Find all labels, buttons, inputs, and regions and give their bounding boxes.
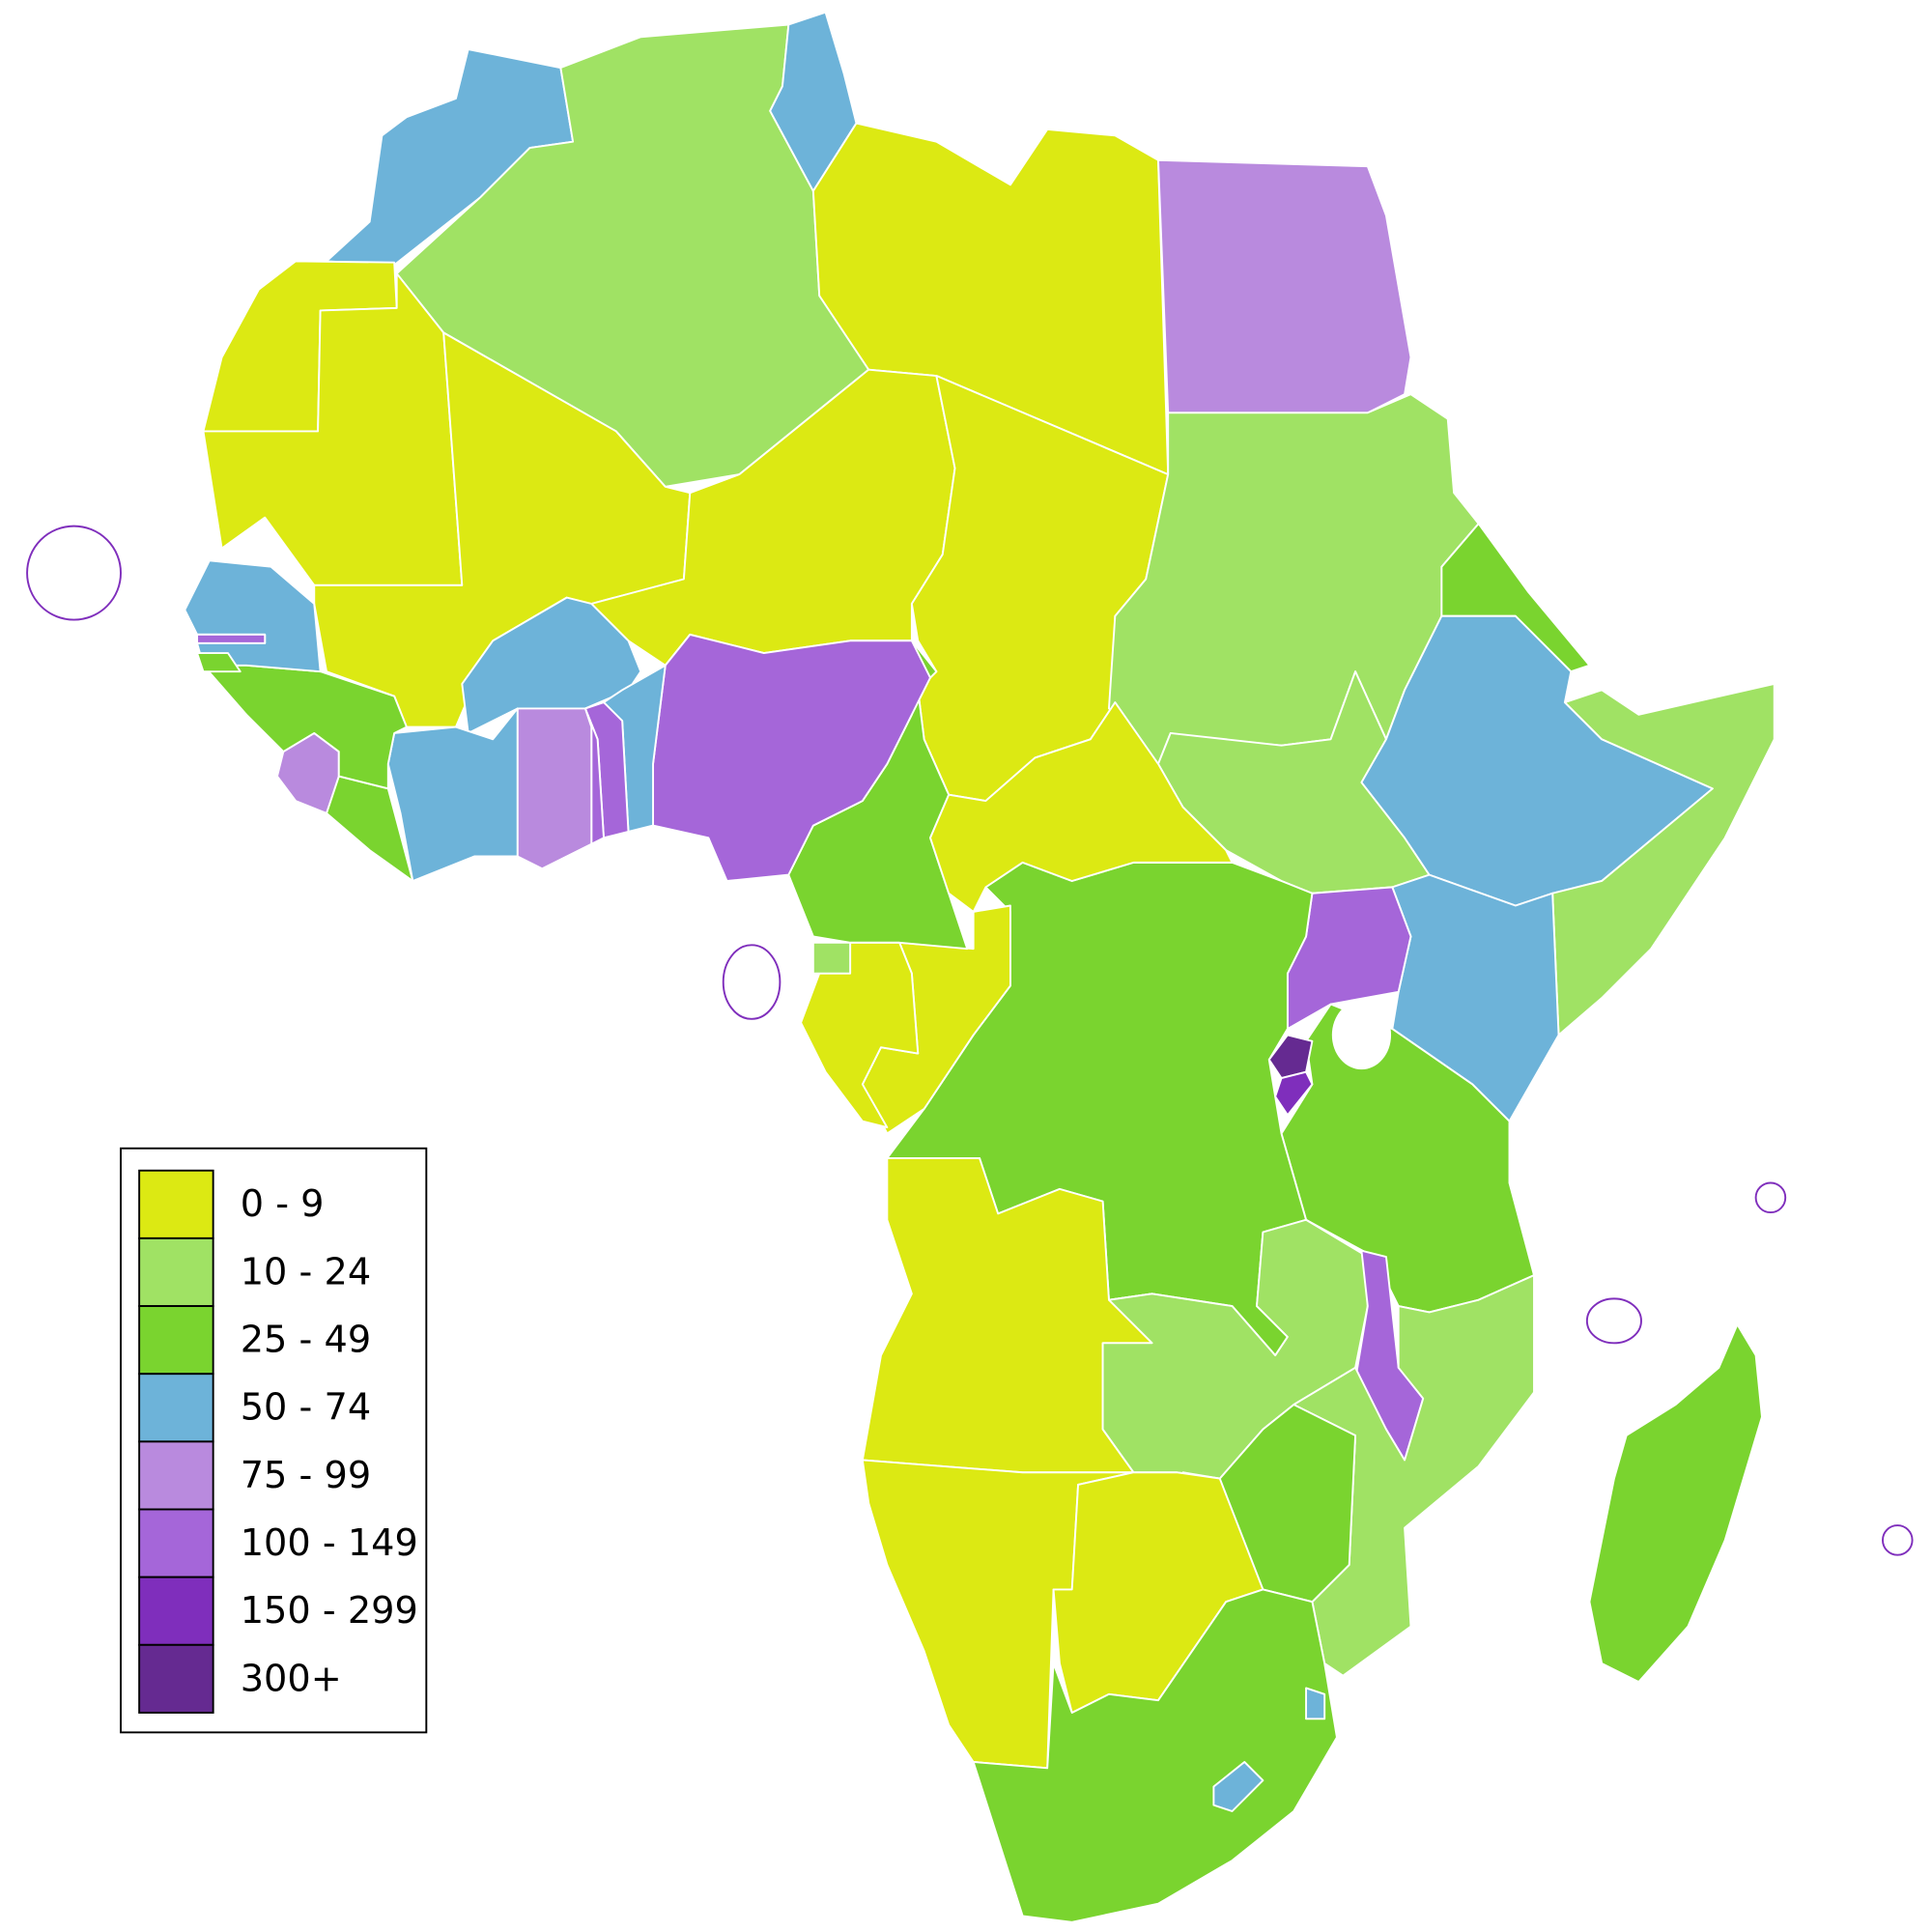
legend-swatch bbox=[138, 1643, 214, 1714]
legend-label: 300+ bbox=[241, 1657, 342, 1700]
country bbox=[1212, 1761, 1264, 1812]
legend-swatch bbox=[138, 1236, 214, 1307]
legend-swatch bbox=[138, 1440, 214, 1511]
island-marker bbox=[26, 525, 122, 621]
legend-label: 0 - 9 bbox=[241, 1182, 325, 1226]
legend-swatch bbox=[138, 1305, 214, 1376]
legend-label: 25 - 49 bbox=[241, 1319, 371, 1362]
country bbox=[929, 701, 1234, 913]
legend-swatch bbox=[138, 1576, 214, 1646]
legend-label: 50 - 74 bbox=[241, 1386, 371, 1430]
country bbox=[811, 122, 1170, 476]
country bbox=[196, 633, 267, 644]
country bbox=[1305, 1687, 1326, 1720]
legend-label: 150 - 299 bbox=[241, 1589, 418, 1633]
legend-label: 10 - 24 bbox=[241, 1250, 371, 1293]
country bbox=[1551, 682, 1776, 1037]
country bbox=[1274, 1070, 1314, 1117]
countries bbox=[184, 11, 1776, 1923]
country bbox=[972, 1588, 1338, 1923]
legend-swatch bbox=[138, 1508, 214, 1578]
legend-label: 75 - 99 bbox=[241, 1454, 371, 1497]
legend-label: 100 - 149 bbox=[241, 1521, 418, 1565]
country bbox=[1588, 1323, 1763, 1684]
legend-swatch bbox=[138, 1169, 214, 1239]
island-marker bbox=[1882, 1524, 1914, 1556]
country bbox=[1157, 158, 1412, 414]
islands bbox=[26, 525, 1914, 1556]
island-marker bbox=[722, 944, 781, 1020]
country bbox=[1101, 1218, 1369, 1480]
country bbox=[386, 707, 519, 882]
country bbox=[202, 664, 408, 790]
legend: 0 - 9 10 - 24 25 - 49 50 - 74 75 - 99 100 - 1… bbox=[120, 1147, 428, 1734]
island-marker bbox=[1754, 1181, 1787, 1214]
country bbox=[196, 652, 242, 673]
country bbox=[811, 941, 852, 975]
legend-swatch bbox=[138, 1373, 214, 1443]
country bbox=[652, 633, 931, 882]
lake bbox=[1331, 1000, 1392, 1070]
island-marker bbox=[1585, 1297, 1642, 1345]
country bbox=[1267, 1034, 1314, 1080]
country bbox=[516, 707, 593, 870]
